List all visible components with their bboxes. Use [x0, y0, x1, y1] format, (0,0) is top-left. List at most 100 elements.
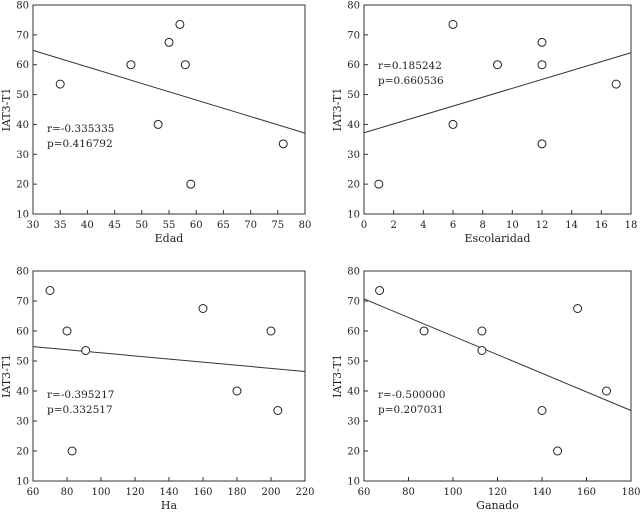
data-point [537, 139, 547, 149]
x-axis-label: Ganado [476, 499, 519, 512]
y-tick-label: 70 [16, 30, 29, 41]
y-tick-label: 20 [347, 447, 360, 458]
data-point [198, 304, 208, 313]
y-tick-label: 30 [16, 150, 29, 161]
x-axis-label: Edad [155, 232, 184, 245]
r-value-text: r=0.185242 [378, 60, 442, 72]
x-tick-label: 10 [506, 220, 519, 231]
panel-4: 60 80 100 120 140 160 180 10 20 30 40 50 60 70 80 Ganad… [331, 267, 641, 513]
y-tick-label: 30 [347, 150, 360, 161]
y-tick-label: 30 [16, 417, 29, 428]
x-tick-label: 16 [595, 220, 608, 231]
y-tick-label: 50 [16, 90, 29, 101]
x-tick-label: 30 [27, 220, 40, 231]
y-tick-label: 70 [347, 30, 360, 41]
y-tick-label: 80 [16, 267, 29, 278]
y-tick-label: 10 [347, 477, 360, 488]
data-point [62, 326, 72, 336]
r-value-text: r=-0.335335 [47, 123, 114, 135]
y-tick-label: 10 [347, 210, 360, 221]
y-tick-label: 40 [347, 120, 360, 131]
x-tick-label: 50 [135, 220, 148, 231]
data-point [573, 304, 583, 313]
x-tick-label: 12 [536, 220, 549, 231]
plot-frame [363, 270, 632, 482]
data-point [477, 346, 487, 355]
x-tick-label: 70 [244, 220, 257, 231]
regression-line [32, 346, 306, 372]
regression-line [32, 49, 306, 134]
x-tick-label: 100 [91, 487, 110, 498]
regression-line [363, 52, 632, 134]
x-tick-label: 18 [625, 220, 638, 231]
data-point [602, 386, 612, 396]
x-tick-label: 75 [271, 220, 284, 231]
x-tick-label: 80 [299, 220, 312, 231]
p-value-text: p=0.660536 [378, 75, 444, 87]
data-point [537, 37, 547, 47]
y-tick-label: 10 [16, 477, 29, 488]
x-tick-label: 2 [390, 220, 396, 231]
x-tick-label: 4 [420, 220, 426, 231]
y-tick-label: 70 [347, 297, 360, 308]
p-value-text: p=0.416792 [47, 138, 113, 150]
x-tick-label: 220 [295, 487, 314, 498]
x-tick-label: 60 [27, 487, 40, 498]
x-tick-label: 160 [193, 487, 212, 498]
x-tick-label: 60 [358, 487, 371, 498]
data-point [278, 139, 288, 149]
x-tick-label: 140 [159, 487, 178, 498]
data-point [448, 19, 458, 29]
panel-1: 30 35 40 45 50 55 60 65 70 75 80 10 20 30 40 50 60 70 80 Ed… [0, 1, 311, 246]
y-tick-label: 10 [16, 210, 29, 221]
data-point [55, 79, 65, 89]
x-tick-label: 120 [488, 487, 507, 498]
y-axis-label: IAT3-T1 [331, 354, 344, 398]
y-tick-label: 60 [347, 60, 360, 71]
data-point [448, 119, 458, 129]
data-point [537, 406, 547, 415]
y-tick-label: 80 [347, 1, 360, 12]
plot-frame [32, 4, 306, 215]
data-point [186, 179, 196, 189]
x-tick-label: 180 [227, 487, 246, 498]
y-axis-label: IAT3-T1 [0, 354, 13, 398]
x-tick-label: 0 [361, 220, 367, 231]
p-value-text: p=0.332517 [47, 404, 113, 416]
x-tick-label: 80 [402, 487, 415, 498]
y-tick-label: 40 [347, 387, 360, 398]
data-point [273, 406, 283, 415]
data-point [180, 60, 190, 70]
data-point [126, 60, 136, 70]
y-tick-label: 60 [347, 327, 360, 338]
x-tick-label: 55 [163, 220, 176, 231]
data-point [477, 326, 487, 336]
y-tick-label: 40 [16, 387, 29, 398]
data-point [493, 60, 502, 70]
x-tick-label: 6 [450, 220, 456, 231]
y-tick-label: 80 [347, 267, 360, 278]
y-tick-label: 50 [347, 357, 360, 368]
x-tick-label: 80 [61, 487, 74, 498]
y-tick-label: 50 [347, 90, 360, 101]
y-tick-label: 20 [16, 447, 29, 458]
r-value-text: r=-0.500000 [378, 389, 445, 401]
x-axis-label: Escolaridad [465, 232, 531, 245]
x-tick-label: 35 [54, 220, 67, 231]
x-tick-label: 100 [443, 487, 462, 498]
data-point [153, 119, 163, 129]
data-point [266, 326, 276, 336]
data-point [232, 386, 242, 396]
y-tick-label: 60 [16, 327, 29, 338]
data-point [81, 346, 91, 355]
p-value-text: p=0.207031 [378, 404, 444, 416]
data-point [611, 79, 621, 89]
x-tick-label: 180 [621, 487, 640, 498]
y-tick-label: 20 [347, 180, 360, 191]
data-point [553, 446, 563, 456]
x-tick-label: 45 [108, 220, 121, 231]
y-axis-label: IAT3-T1 [0, 88, 13, 132]
data-point [375, 286, 385, 295]
data-point [45, 286, 55, 295]
